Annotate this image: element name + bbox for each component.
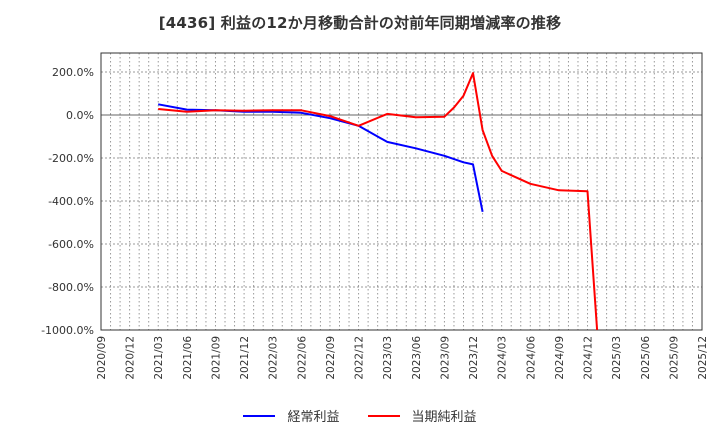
x-tick-label: 2024/06 — [525, 336, 537, 380]
x-tick-label: 2025/03 — [611, 336, 623, 380]
x-tick-label: 2022/03 — [268, 336, 280, 380]
x-tick-label: 2023/12 — [468, 336, 480, 380]
x-tick-label: 2022/12 — [354, 336, 366, 380]
x-tick-label: 2024/03 — [497, 336, 509, 380]
y-tick-label: -200.0% — [48, 152, 94, 165]
series-line — [158, 72, 599, 331]
legend-swatch-blue — [243, 414, 276, 417]
x-tick-label: 2023/09 — [439, 336, 451, 380]
legend-label: 当期純利益 — [411, 410, 477, 425]
x-tick-label: 2022/06 — [296, 336, 308, 380]
legend-item-net-profit: 当期純利益 — [367, 406, 477, 425]
legend: 経常利益 当期純利益 — [0, 406, 720, 425]
x-tick-label: 2021/09 — [210, 336, 222, 380]
x-tick-label: 2023/03 — [382, 336, 394, 380]
x-tick-label: 2020/09 — [96, 336, 108, 380]
x-tick-label: 2022/09 — [325, 336, 337, 380]
y-tick-label: 0.0% — [66, 109, 94, 122]
x-tick-label: 2021/03 — [153, 336, 165, 380]
legend-swatch-red — [367, 414, 400, 417]
x-tick-label: 2023/06 — [411, 336, 423, 380]
y-tick-label: -800.0% — [48, 281, 94, 294]
y-tick-label: -600.0% — [48, 238, 94, 251]
x-tick-label: 2021/06 — [182, 336, 194, 380]
y-tick-label: -1000.0% — [41, 324, 94, 337]
x-tick-label: 2020/12 — [125, 336, 137, 380]
x-tick-label: 2024/12 — [583, 336, 595, 380]
x-tick-label: 2025/06 — [640, 336, 652, 380]
legend-item-ordinary-profit: 経常利益 — [243, 406, 340, 425]
y-tick-label: 200.0% — [52, 66, 94, 79]
y-tick-label: -400.0% — [48, 195, 94, 208]
x-tick-label: 2021/12 — [239, 336, 251, 380]
legend-label: 経常利益 — [287, 410, 340, 425]
x-tick-label: 2025/09 — [668, 336, 680, 380]
x-tick-label: 2024/09 — [554, 336, 566, 380]
chart-title: [4436] 利益の12か月移動合計の対前年同期増減率の推移 — [158, 14, 562, 32]
x-tick-label: 2025/12 — [697, 336, 709, 380]
